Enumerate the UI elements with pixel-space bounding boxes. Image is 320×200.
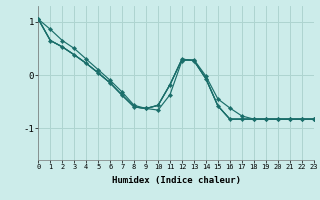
X-axis label: Humidex (Indice chaleur): Humidex (Indice chaleur) [111, 176, 241, 185]
